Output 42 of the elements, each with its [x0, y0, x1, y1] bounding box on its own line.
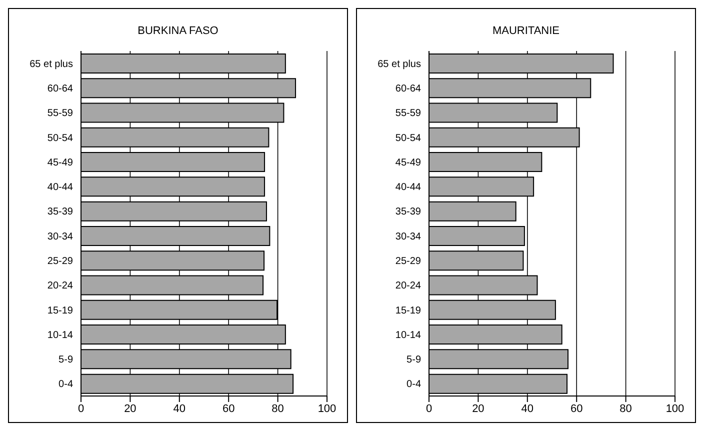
x-tick-label: 40: [173, 402, 186, 415]
y-tick-label: 25-29: [47, 256, 74, 268]
y-tick-label: 20-24: [47, 280, 74, 292]
x-tick-label: 100: [666, 402, 684, 415]
y-tick-label: 65 et plus: [378, 58, 421, 70]
x-tick-label: 100: [318, 402, 336, 415]
y-tick-label: 30-34: [47, 231, 74, 242]
x-tick-label: 20: [472, 402, 484, 415]
y-tick-label: 10-14: [395, 330, 422, 341]
x-tick-label: 0: [78, 402, 84, 415]
y-tick-label: 5-9: [406, 354, 422, 366]
y-tick-label: 35-39: [395, 206, 422, 218]
y-tick-label: 15-19: [395, 305, 422, 316]
chart-title: BURKINA FASO: [136, 25, 220, 37]
x-tick-label: 80: [620, 402, 632, 415]
x-tick-label: 60: [570, 402, 583, 415]
y-tick-label: 45-49: [395, 157, 422, 168]
x-tick-label: 0: [426, 402, 432, 415]
y-tick-label: 40-44: [47, 182, 74, 194]
y-tick-label: 30-34: [395, 231, 422, 242]
x-tick-label: 40: [521, 402, 534, 415]
y-tick-label: 5-9: [58, 354, 74, 366]
chart-title: MAURITANIE: [491, 25, 561, 37]
y-tick-label: 55-59: [47, 108, 74, 120]
y-tick-label: 45-49: [47, 157, 74, 168]
y-tick-label: 55-59: [395, 108, 422, 120]
y-tick-label: 15-19: [47, 305, 74, 316]
y-tick-label: 0-4: [58, 379, 74, 390]
y-tick-label: 40-44: [395, 182, 422, 194]
y-tick-label: 0-4: [406, 379, 422, 390]
x-tick-label: 20: [124, 402, 136, 415]
x-tick-label: 60: [222, 402, 235, 415]
y-tick-label: 60-64: [47, 84, 74, 95]
y-tick-label: 50-54: [395, 132, 422, 144]
y-tick-label: 50-54: [47, 132, 74, 144]
y-tick-label: 20-24: [395, 280, 422, 292]
y-tick-label: 60-64: [395, 84, 422, 95]
y-tick-label: 65 et plus: [30, 58, 73, 70]
x-tick-label: 80: [272, 402, 284, 415]
y-tick-label: 10-14: [47, 330, 74, 341]
y-tick-label: 35-39: [47, 206, 74, 218]
y-tick-label: 25-29: [395, 256, 422, 268]
